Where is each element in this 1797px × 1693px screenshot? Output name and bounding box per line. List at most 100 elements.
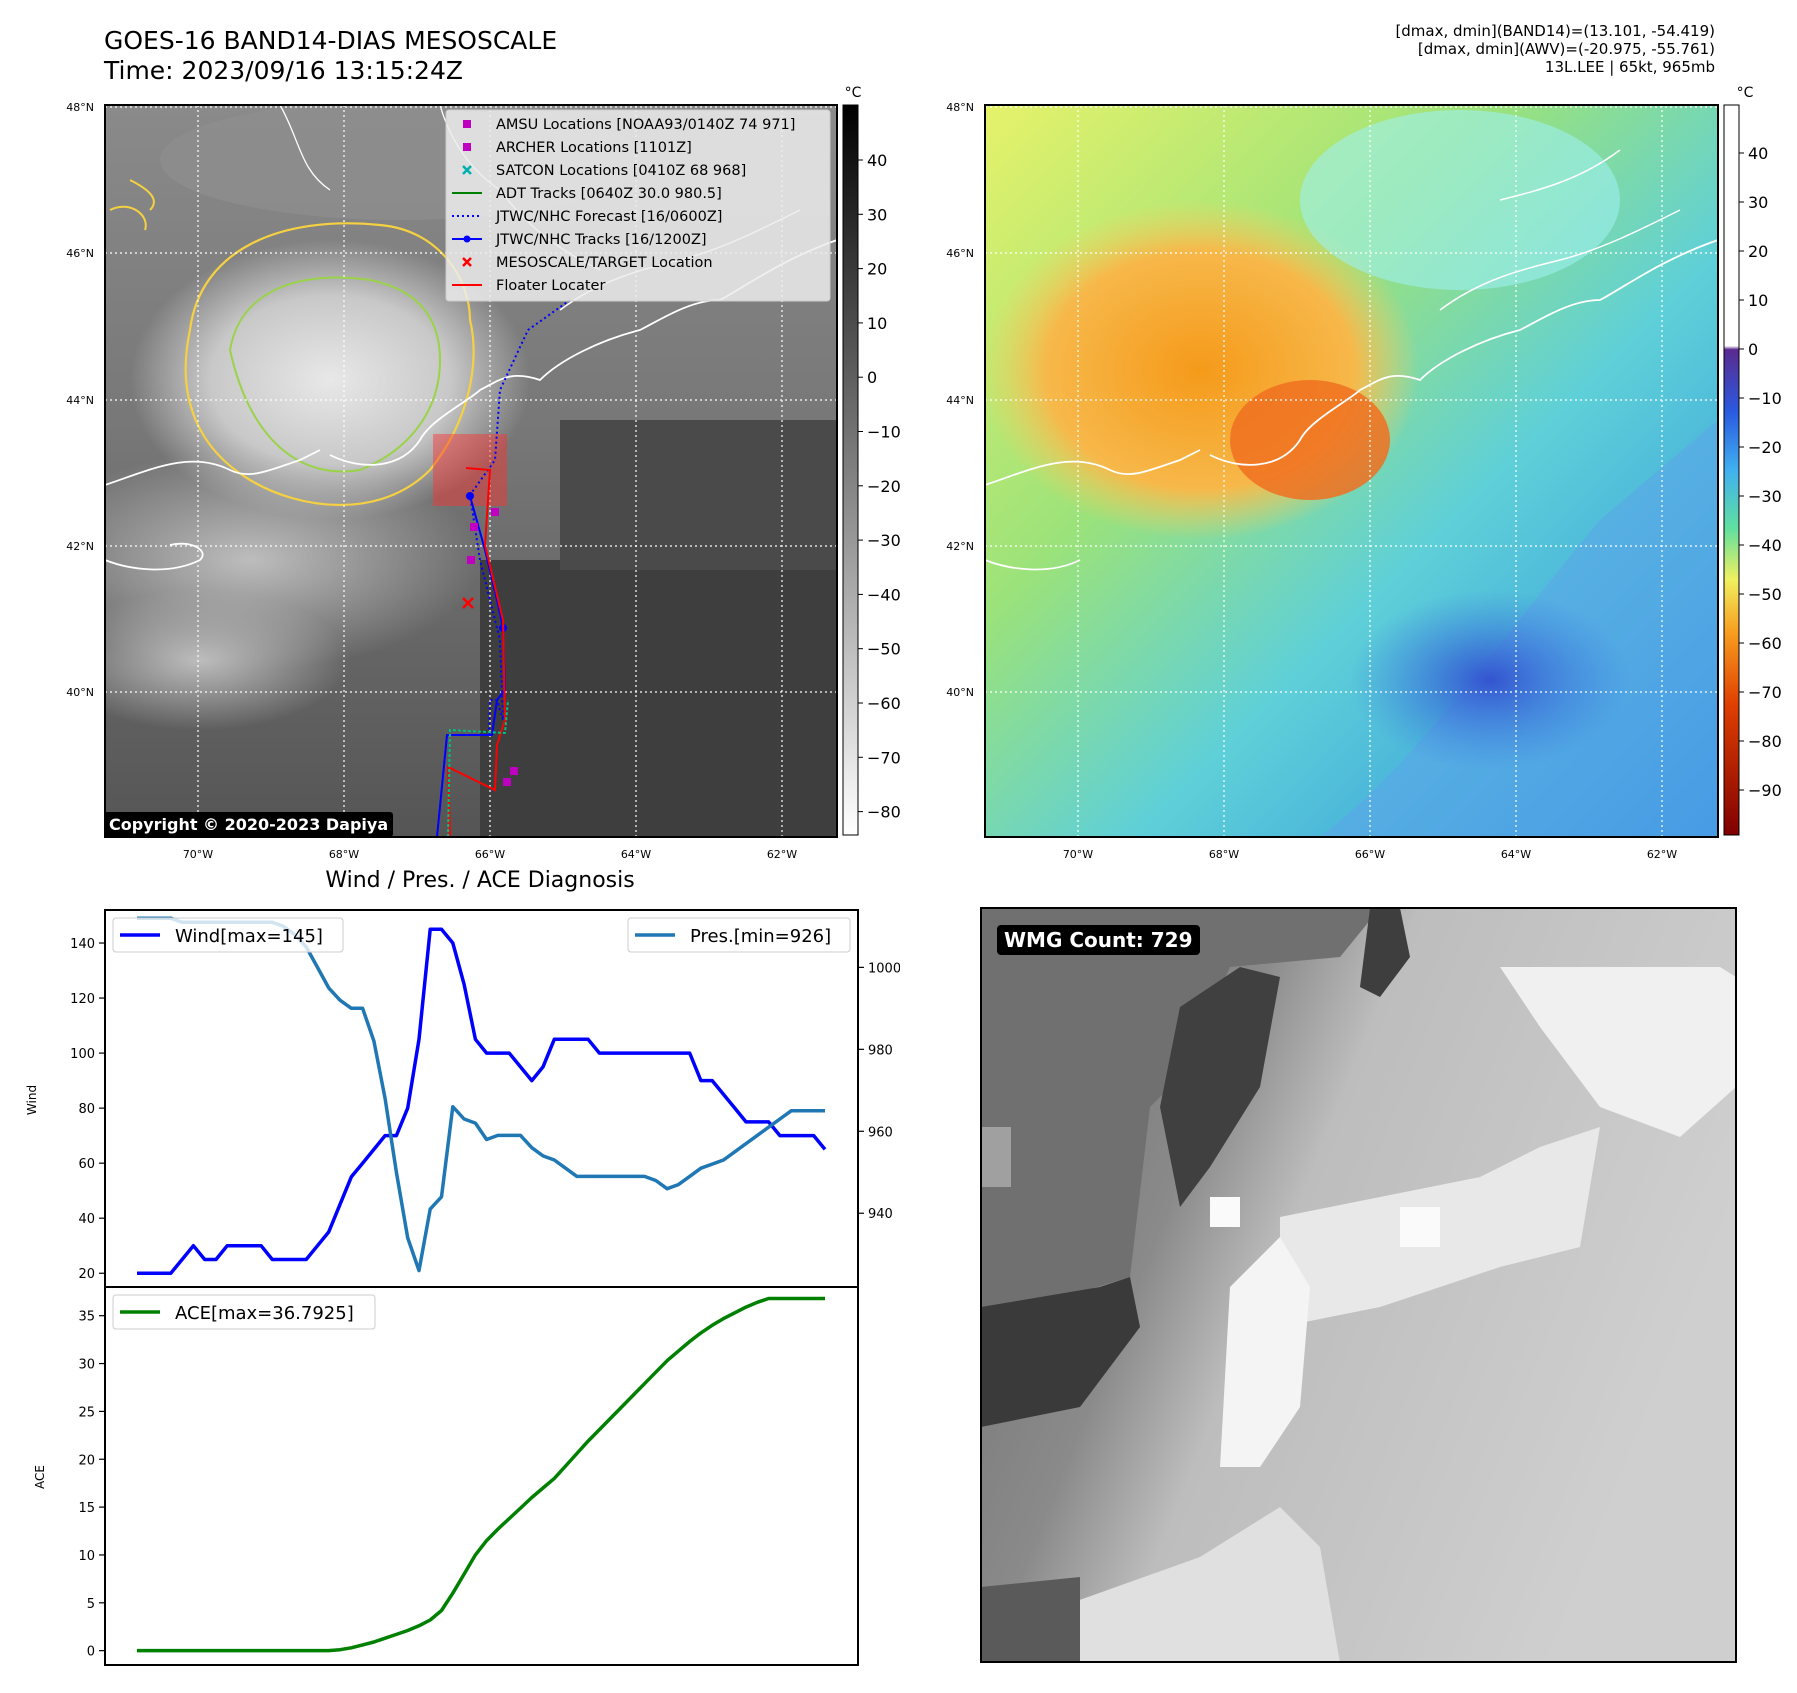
target-marker (462, 597, 474, 609)
wind-pressure-ytick: 60 (78, 1157, 95, 1172)
ir-panel: 40 30 20 10 0 −10 −20 −30 −40 −50 −60 −70 −80 °C 48°… (66, 85, 900, 861)
colorbar-tick-label: 20 (1748, 242, 1768, 261)
wind-pressure-ytick: 80 (78, 1102, 95, 1117)
info-line-2: [dmax, dmin](AWV)=(-20.975, -55.761) (1417, 40, 1715, 58)
awv-lon-tick: 62°W (1647, 848, 1677, 861)
ir-lat-tick: 48°N (66, 101, 94, 114)
legend-marker (462, 257, 472, 267)
awv-frame (984, 104, 1719, 838)
ir-legend-items: AMSU Locations [NOAA93/0140Z 74 971] ARCH… (452, 117, 795, 294)
info-block: [dmax, dmin](BAND14)=(13.101, -54.419) [… (1395, 22, 1715, 76)
awv-lon-tick: 68°W (1209, 848, 1239, 861)
ir-lon-tick: 68°W (329, 848, 359, 861)
legend-label: Floater Locater (496, 278, 605, 294)
pressure-legend-label: Pres.[min=926] (690, 926, 831, 947)
colorbar-tick-label: −20 (867, 477, 900, 496)
title-line-2: Time: 2023/09/16 13:15:24Z (104, 56, 463, 85)
colorbar-tick-label: −30 (867, 531, 900, 550)
awv-lat-tick: 42°N (946, 540, 974, 553)
wind-legend-label: Wind[max=145] (175, 926, 323, 947)
wind-legend-box (112, 917, 344, 953)
awv-lon-ticks: 70°W 68°W 66°W 64°W 62°W (1063, 848, 1677, 861)
ace-ytick: 25 (78, 1405, 95, 1420)
awv-lat-tick: 44°N (946, 394, 974, 407)
legend-marker (463, 120, 471, 128)
wind-pressure-chart: 204060801001201409409609801000WindPressu… (25, 909, 900, 1288)
colorbar-tick-label: −40 (867, 585, 900, 604)
ir-legend (445, 109, 831, 302)
ir-lon-tick: 62°W (767, 848, 797, 861)
ace-ytick: 30 (78, 1358, 95, 1373)
colorbar-tick-label: 30 (1748, 193, 1768, 212)
ir-colorbar (842, 104, 859, 836)
ir-lon-tick: 70°W (183, 848, 213, 861)
series-line (137, 1296, 825, 1653)
legend-marker-dot (463, 235, 471, 243)
wind-ylabel: Wind (25, 1085, 39, 1115)
ace-ytick: 35 (78, 1310, 95, 1325)
legend-marker (463, 143, 471, 151)
title-line-1: GOES-16 BAND14-DIAS MESOSCALE (104, 26, 558, 55)
ir-frame (104, 104, 838, 838)
ace-ylabel: ACE (33, 1465, 47, 1489)
colorbar-tick-label: −60 (867, 694, 900, 713)
ir-lat-tick: 44°N (66, 394, 94, 407)
ir-lat-tick: 40°N (66, 686, 94, 699)
awv-colorbar-ticks: 40 30 20 10 0 −10 −20 −30 −40 −50 −60 −70 −80 −90 (1739, 144, 1782, 800)
colorbar-tick-label: −80 (867, 803, 900, 822)
awv-lat-tick: 40°N (946, 686, 974, 699)
colorbar-tick-label: −90 (1748, 781, 1782, 800)
ir-lat-tick: 42°N (66, 540, 94, 553)
floater-track (446, 467, 507, 837)
ir-lon-tick: 66°W (475, 848, 505, 861)
awv-lon-tick: 64°W (1501, 848, 1531, 861)
awv-lat-tick: 48°N (946, 101, 974, 114)
info-line-3: 13L.LEE | 65kt, 965mb (1544, 58, 1715, 76)
awv-lat-ticks: 48°N 46°N 44°N 42°N 40°N (946, 101, 974, 699)
legend-label: AMSU Locations [NOAA93/0140Z 74 971] (496, 117, 795, 133)
wind-pressure-frame (104, 909, 859, 1288)
wind-pressure-ytick: 20 (78, 1267, 95, 1282)
colorbar-tick-label: 0 (1748, 340, 1758, 359)
legend-label: SATCON Locations [0410Z 68 968] (496, 163, 746, 179)
ace-ytick: 10 (78, 1549, 95, 1564)
ace-ytick: 0 (87, 1645, 95, 1660)
wind-pressure-ytick: 40 (78, 1212, 95, 1227)
colorbar-tick-label: 30 (867, 205, 887, 224)
ace-frame (104, 1286, 859, 1666)
colorbar-tick-label: −20 (1748, 438, 1782, 457)
colorbar-tick-label: −30 (1748, 487, 1782, 506)
ace-ytick: 20 (78, 1453, 95, 1468)
wind-pressure-y2tick: 940 (868, 1207, 893, 1222)
colorbar-tick-label: 10 (1748, 291, 1768, 310)
ace-legend-box (112, 1294, 376, 1330)
awv-gridlines (985, 105, 1718, 837)
awv-colorbar-unit: °C (1737, 85, 1754, 101)
colorbar-tick-label: −80 (1748, 732, 1782, 751)
ace-ytick: 5 (87, 1597, 95, 1612)
wind-pressure-ytick: 120 (70, 992, 95, 1007)
wmg-frame (980, 907, 1737, 1663)
legend-label: MESOSCALE/TARGET Location (496, 255, 713, 271)
awv-colorbar (1723, 104, 1740, 836)
wind-pressure-ytick: 140 (70, 937, 95, 952)
colorbar-tick-label: 0 (867, 368, 877, 387)
awv-lon-tick: 66°W (1355, 848, 1385, 861)
colorbar-tick-label: 40 (1748, 144, 1768, 163)
wind-pressure-ytick: 100 (70, 1047, 95, 1062)
awv-lat-tick: 46°N (946, 247, 974, 260)
colorbar-tick-label: −50 (867, 640, 900, 659)
amsu-markers (467, 508, 518, 786)
legend-label: ADT Tracks [0640Z 30.0 980.5] (496, 186, 722, 202)
ir-colorbar-unit: °C (845, 85, 862, 101)
ir-lat-ticks: 48°N 46°N 44°N 42°N 40°N (66, 101, 94, 699)
ir-lat-tick: 46°N (66, 247, 94, 260)
ir-colorbar-ticks: 40 30 20 10 0 −10 −20 −30 −40 −50 −60 −70 −80 (858, 151, 900, 822)
colorbar-tick-label: −70 (1748, 683, 1782, 702)
colorbar-tick-label: −60 (1748, 634, 1782, 653)
colorbar-tick-label: −10 (867, 423, 900, 442)
ir-lon-ticks: 70°W 68°W 66°W 64°W 62°W (183, 848, 797, 861)
colorbar-tick-label: 20 (867, 260, 887, 279)
diag-title: Wind / Pres. / ACE Diagnosis (325, 868, 635, 893)
